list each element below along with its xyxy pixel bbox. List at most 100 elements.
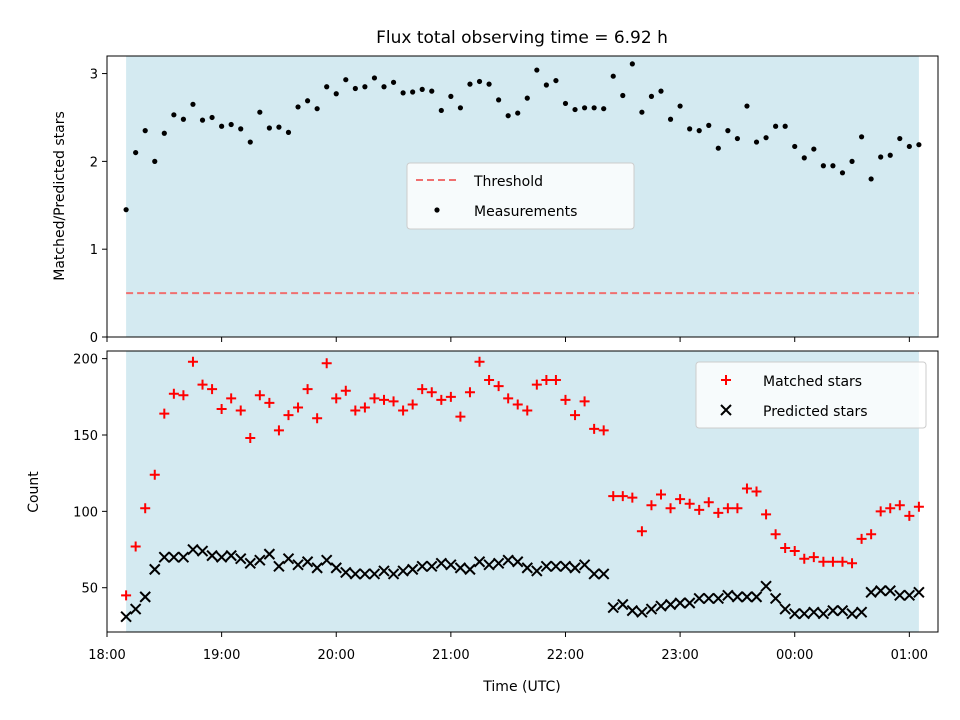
top-series-0-point-4 xyxy=(161,130,167,136)
top-series-0-point-32 xyxy=(429,88,435,94)
bottom-series-1-point-11 xyxy=(225,549,237,562)
bottom-series-0-point-25 xyxy=(359,402,370,413)
top-series-0-point-3 xyxy=(152,158,158,164)
bottom-y-axis-label: Count xyxy=(26,471,42,513)
bottom-series-1-point-27 xyxy=(378,565,390,577)
bottom-series-0-point-13 xyxy=(245,433,256,444)
bottom-series-1-point-69 xyxy=(779,603,791,615)
bottom-series-0-point-72 xyxy=(808,552,819,563)
top-series-0-point-5 xyxy=(171,112,177,118)
top-series-0-point-58 xyxy=(677,103,683,109)
bottom-series-0-point-12 xyxy=(235,405,246,416)
bottom-series-0-point-36 xyxy=(464,387,475,398)
bottom-series-0-point-37 xyxy=(474,356,485,367)
top-series-0-point-11 xyxy=(228,121,234,128)
bottom-series-1-point-32 xyxy=(426,560,438,573)
top-series-0-point-71 xyxy=(801,155,807,161)
top-series-0-point-63 xyxy=(725,128,731,134)
bottom-series-0-point-3 xyxy=(149,469,160,480)
legend-predicted-label: Predicted stars xyxy=(763,404,868,420)
top-series-0-point-67 xyxy=(763,135,769,141)
xtick-label-1: 19:00 xyxy=(203,648,240,663)
top-series-0-point-14 xyxy=(257,109,263,115)
bottom-series-0-point-75 xyxy=(837,556,848,567)
bottom-series-1-point-37 xyxy=(473,556,486,568)
bottom-series-0-point-0 xyxy=(121,590,132,601)
bottom-series-1-point-16 xyxy=(273,560,285,573)
top-series-0-point-81 xyxy=(897,135,903,142)
top-series-0-point-70 xyxy=(792,143,798,150)
bottom-series-1-point-56 xyxy=(655,600,667,612)
top-series-0-point-39 xyxy=(496,97,502,103)
top-series-0-point-21 xyxy=(324,84,330,90)
bottom-series-0-point-43 xyxy=(531,379,542,390)
bottom-series-0-point-21 xyxy=(321,358,332,369)
top-series-0-point-73 xyxy=(820,163,826,169)
bottom-series-1-point-71 xyxy=(798,607,810,620)
bottom-series-1-point-43 xyxy=(531,565,543,577)
bottom-series-1-point-60 xyxy=(693,592,705,605)
top-series-0-point-61 xyxy=(706,122,712,128)
bottom-series-0-point-44 xyxy=(541,375,552,386)
bottom-ytick-label-1: 100 xyxy=(73,505,98,520)
bottom-series-1-point-73 xyxy=(817,607,830,620)
bottom-series-0-point-35 xyxy=(455,411,466,422)
top-series-0-point-82 xyxy=(906,143,912,150)
bottom-series-0-point-27 xyxy=(379,394,389,405)
top-series-0-point-43 xyxy=(534,67,540,73)
bottom-series-1-point-70 xyxy=(789,607,801,620)
bottom-series-0-point-78 xyxy=(866,529,877,540)
bottom-series-1-point-30 xyxy=(406,563,419,576)
top-series-0-point-0 xyxy=(123,207,129,213)
bottom-series-0-point-65 xyxy=(741,483,752,494)
bottom-series-0-point-79 xyxy=(875,506,886,517)
top-panel: 0 1 2 3 Threshold Measurements xyxy=(90,55,939,346)
xtick-label-2: 20:00 xyxy=(318,648,355,663)
top-series-0-point-15 xyxy=(266,125,272,131)
top-series-0-point-80 xyxy=(887,152,893,158)
bottom-series-1-point-28 xyxy=(387,568,400,580)
top-series-0-point-28 xyxy=(390,79,397,85)
bottom-series-1-point-40 xyxy=(502,554,514,566)
bottom-series-1-point-2 xyxy=(139,591,151,603)
bottom-series-0-point-14 xyxy=(254,390,265,401)
bottom-ytick-label-2: 150 xyxy=(73,429,98,444)
bottom-series-0-point-41 xyxy=(512,399,523,410)
bottom-series-0-point-77 xyxy=(856,533,867,544)
top-series-0-point-23 xyxy=(343,77,349,83)
bottom-series-1-point-15 xyxy=(263,548,276,560)
bottom-series-0-point-2 xyxy=(140,503,151,514)
bottom-series-0-point-39 xyxy=(493,381,504,392)
xtick-label-7: 01:00 xyxy=(891,648,928,663)
top-series-0-point-8 xyxy=(199,117,206,123)
bottom-series-0-point-56 xyxy=(656,489,666,500)
bottom-series-1-point-63 xyxy=(722,589,734,602)
top-series-0-point-38 xyxy=(486,81,492,87)
bottom-series-1-point-52 xyxy=(617,598,629,611)
bottom-series-1-point-14 xyxy=(254,554,266,566)
bottom-series-0-point-46 xyxy=(560,394,571,405)
bottom-series-0-point-54 xyxy=(636,526,647,537)
top-series-0-point-76 xyxy=(849,158,855,164)
top-series-0-point-52 xyxy=(620,92,626,99)
top-ytick-label-1: 1 xyxy=(90,243,98,258)
bottom-series-1-point-21 xyxy=(320,554,333,566)
bottom-series-1-point-20 xyxy=(311,562,323,574)
bottom-series-0-point-69 xyxy=(780,543,791,554)
top-ytick-label-3: 3 xyxy=(90,68,98,83)
bottom-series-1-point-50 xyxy=(597,568,610,580)
bottom-series-1-point-61 xyxy=(703,592,715,605)
bottom-series-0-point-49 xyxy=(589,423,600,434)
top-series-0-point-51 xyxy=(610,73,616,79)
xtick-label-5: 23:00 xyxy=(661,648,698,663)
bottom-series-1-point-13 xyxy=(244,557,256,569)
top-y-axis-label: Matched/Predicted stars xyxy=(52,111,68,281)
bottom-series-1-point-48 xyxy=(578,559,591,571)
bottom-series-1-point-0 xyxy=(120,611,132,623)
bottom-series-0-point-26 xyxy=(369,393,380,404)
bottom-series-0-point-4 xyxy=(159,408,170,419)
top-series-0-point-78 xyxy=(868,176,874,182)
top-series-0-point-20 xyxy=(314,106,320,112)
top-series-0-point-54 xyxy=(639,109,645,115)
